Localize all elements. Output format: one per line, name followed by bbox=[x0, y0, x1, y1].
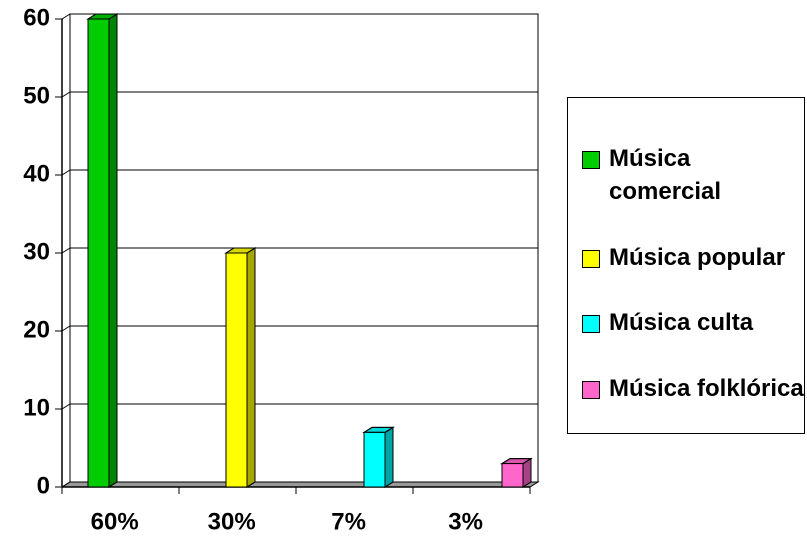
x-tick-label: 3% bbox=[448, 508, 483, 535]
legend-entry: Música comercial bbox=[582, 145, 804, 208]
grid-line-side bbox=[61, 91, 71, 98]
y-tick-label: 20 bbox=[23, 316, 50, 343]
bar-side-shade bbox=[108, 13, 118, 488]
y-tick-label: 40 bbox=[23, 160, 50, 187]
grid-line-side bbox=[61, 13, 71, 20]
y-tick-label: 60 bbox=[23, 4, 50, 31]
legend-swatch bbox=[582, 380, 600, 399]
x-tick-label: 7% bbox=[331, 508, 366, 535]
legend-entry: Música popular bbox=[582, 244, 804, 274]
bar bbox=[362, 426, 395, 488]
legend-swatch bbox=[582, 249, 600, 268]
grid-line-side bbox=[61, 481, 71, 488]
bar-front bbox=[501, 463, 524, 488]
legend: Música comercial Música popular Música cul… bbox=[567, 97, 805, 434]
legend-entry: Música folklórica bbox=[582, 375, 804, 405]
bar-side-shade bbox=[246, 247, 256, 488]
y-tick-label: 10 bbox=[23, 394, 50, 421]
legend-label: Música popular bbox=[609, 243, 786, 271]
grid-line-side bbox=[61, 247, 71, 254]
legend-swatch bbox=[582, 315, 600, 334]
legend-entry: Música culta bbox=[582, 309, 804, 339]
bar bbox=[86, 13, 119, 488]
y-tick-label: 30 bbox=[23, 238, 50, 265]
x-tick-label: 30% bbox=[208, 508, 256, 535]
bar-front bbox=[363, 431, 386, 488]
legend-label: Música folklórica bbox=[609, 374, 804, 402]
legend-swatch bbox=[582, 151, 600, 170]
grid-line-side bbox=[61, 325, 71, 332]
bar bbox=[500, 457, 533, 488]
legend-label: Música comercial bbox=[609, 145, 722, 206]
grid-line-side bbox=[61, 169, 71, 176]
grid-line-side bbox=[61, 403, 71, 410]
bar-front bbox=[87, 18, 110, 488]
x-tick-label: 60% bbox=[91, 508, 139, 535]
y-tick-label: 0 bbox=[37, 472, 50, 499]
y-tick-label: 50 bbox=[23, 82, 50, 109]
bar-front bbox=[225, 252, 248, 488]
bar bbox=[224, 247, 257, 488]
legend-label: Música culta bbox=[609, 309, 754, 337]
bar-side-shade bbox=[384, 426, 394, 488]
